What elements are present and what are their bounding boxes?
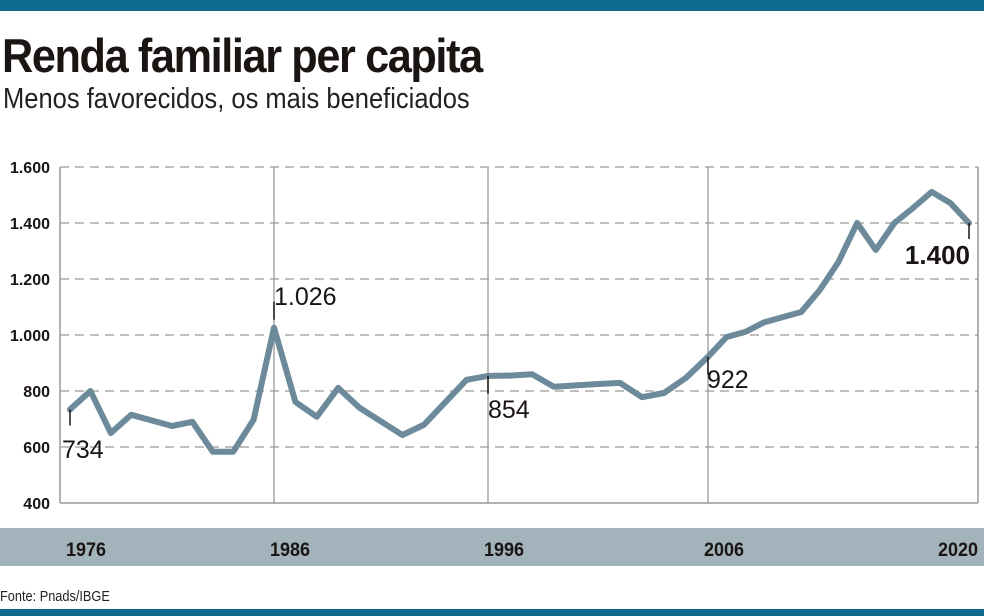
data-point [663,392,665,394]
data-point [509,375,511,377]
data-point [856,222,858,224]
data-point [130,414,132,416]
data-point [893,222,895,224]
data-point [232,451,234,453]
data-point [253,419,255,421]
data-point [171,425,173,427]
data-point [531,373,533,375]
data-point [466,379,468,381]
data-point [949,202,951,204]
data-point [359,407,361,409]
data-point [685,377,687,379]
y-tick-label: 600 [23,440,50,457]
data-label: 734 [62,436,104,464]
data-point [744,331,746,333]
data-point [316,416,318,418]
y-tick-label: 1.000 [10,328,50,345]
data-point [89,390,91,392]
data-label: 1.400 [905,240,970,270]
x-tick-label: 1996 [484,540,524,561]
y-tick-label: 400 [23,496,50,513]
x-tick-label: 1976 [66,540,106,561]
x-tick-label: 1986 [270,540,310,561]
data-label: 854 [488,396,530,424]
chart-title: Renda familiar per capita [2,29,483,82]
data-point [912,207,914,209]
data-point [838,261,839,263]
data-point [401,434,403,436]
data-point [641,396,643,398]
source-note: Fonte: Pnads/IBGE [0,588,110,605]
data-point [423,424,425,426]
data-point [191,421,193,423]
series-line [67,188,972,455]
y-tick-label: 1.200 [10,272,50,289]
top-bar [0,0,984,11]
data-point [553,386,555,388]
data-point [875,249,877,251]
x-tick-label: 2020 [938,540,978,561]
x-tick-label: 2006 [704,540,744,561]
data-point [819,289,821,291]
y-tick-label: 1.400 [10,216,50,233]
data-label: 922 [707,366,749,394]
data-point [763,321,765,323]
data-point [110,432,112,434]
data-label: 1.026 [274,283,337,311]
chart-subtitle: Menos favorecidos, os mais beneficiados [3,83,470,115]
y-tick-label: 800 [23,384,50,401]
data-point [597,383,599,385]
data-point [619,382,621,384]
data-point [726,336,728,338]
y-tick-label: 1.600 [10,160,50,177]
data-point [931,191,933,193]
data-point [800,311,802,313]
x-axis-band [0,528,984,566]
bottom-bar [0,609,984,616]
data-point [294,401,296,403]
data-point [273,327,275,329]
data-point [337,387,339,389]
data-point [212,451,214,453]
